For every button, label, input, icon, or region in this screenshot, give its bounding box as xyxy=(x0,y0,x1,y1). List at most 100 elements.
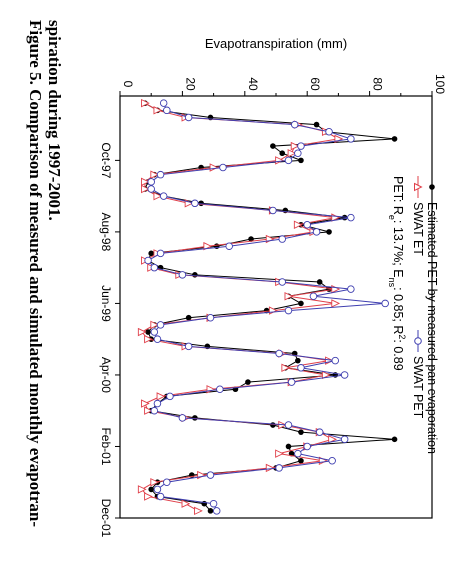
point-swat_et xyxy=(181,499,191,508)
point-swat_pet xyxy=(184,113,193,122)
point-swat_et xyxy=(137,485,147,494)
point-swat_pet xyxy=(209,499,218,508)
point-swat_pet xyxy=(178,414,187,422)
x-tick-label: Aug-98 xyxy=(99,213,113,252)
point-swat_pet xyxy=(216,385,224,394)
point-swat_pet xyxy=(153,399,162,408)
point-swat_pet xyxy=(150,406,159,415)
point-swat_pet xyxy=(325,128,333,136)
point-swat_et xyxy=(328,435,338,444)
point-swat_pet xyxy=(290,120,299,129)
y-tick-label: 100 xyxy=(433,74,447,94)
legend-stats: PET: Re: 13.7%; Ens: 0.85; R2: 0.89 xyxy=(387,176,407,371)
legend-entry-swat_et: SWAT ET xyxy=(411,176,425,256)
point-swat_pet xyxy=(309,292,318,301)
point-swat_pet xyxy=(166,392,174,401)
point-swat_pet xyxy=(284,156,293,165)
y-tick-label: 0 xyxy=(121,81,135,88)
point-swat_pet xyxy=(156,321,165,329)
point-swat_et xyxy=(275,449,284,458)
legend-label: SWAT PET xyxy=(411,356,425,419)
point-pan xyxy=(279,150,286,157)
point-swat_pet xyxy=(219,163,227,172)
series-swat_et xyxy=(137,98,344,516)
point-swat_et xyxy=(194,506,203,516)
series-layer xyxy=(137,98,398,516)
point-swat_et xyxy=(153,191,163,201)
point-swat_et xyxy=(197,470,206,480)
y-axis: 0 20 40 60 80 100 Evapotranspiration (mm) xyxy=(119,36,447,96)
legend-label: Estimated PET by measured pan evaporatio… xyxy=(425,202,439,454)
point-swat_pet xyxy=(347,135,355,143)
x-tick-label: Oct-97 xyxy=(99,142,113,178)
y-tick-label: 20 xyxy=(183,77,197,91)
point-pan xyxy=(145,329,151,335)
caption-line-2: spiration during 1997-2001. xyxy=(45,20,64,221)
point-swat_et xyxy=(156,392,166,401)
legend-label: SWAT ET xyxy=(411,202,425,256)
point-swat_et xyxy=(141,177,150,187)
point-swat_et xyxy=(293,220,303,229)
point-swat_et xyxy=(281,363,291,373)
x-tick-label: Dec-01 xyxy=(99,499,113,538)
point-pan xyxy=(298,157,304,164)
point-swat_pet xyxy=(284,421,293,429)
point-swat_pet xyxy=(153,335,162,343)
series-swat_pet xyxy=(144,99,389,515)
point-swat_et xyxy=(265,463,275,473)
caption-line-1: Figure 5. Comparison of measured and sim… xyxy=(26,20,45,527)
point-swat_pet xyxy=(297,142,305,150)
point-swat_pet xyxy=(147,185,155,193)
x-tick-label: Jun-99 xyxy=(99,285,113,322)
point-pan xyxy=(248,236,254,242)
point-pan xyxy=(298,300,304,307)
point-swat_pet xyxy=(340,371,349,379)
point-swat_pet xyxy=(206,313,215,322)
point-swat_pet xyxy=(381,299,389,308)
point-swat_pet xyxy=(347,285,355,293)
point-pan xyxy=(391,436,398,443)
series-line-swat_et xyxy=(141,102,340,512)
series-line-swat_pet xyxy=(147,102,386,512)
point-swat_pet xyxy=(144,256,152,265)
point-swat_pet xyxy=(212,507,221,515)
figure-caption: Figure 5. Comparison of measured and sim… xyxy=(26,20,64,527)
point-swat_pet xyxy=(225,242,233,250)
point-pan xyxy=(326,229,332,235)
point-swat_et xyxy=(141,98,150,108)
point-pan xyxy=(148,250,154,257)
point-swat_et xyxy=(150,478,160,487)
point-swat_pet xyxy=(275,464,283,472)
point-swat_et xyxy=(137,327,147,337)
legend-entry-swat_pet: SWAT PET xyxy=(411,330,425,419)
point-swat_et xyxy=(150,170,160,179)
point-pan xyxy=(245,379,251,385)
point-swat_pet xyxy=(147,178,155,186)
point-pan xyxy=(391,136,398,142)
point-swat_pet xyxy=(156,249,165,258)
point-swat_pet xyxy=(340,435,349,444)
point-pan xyxy=(207,508,214,514)
series-line-pan xyxy=(144,102,395,512)
point-swat_et xyxy=(275,156,284,165)
point-swat_pet xyxy=(275,349,283,358)
point-swat_pet xyxy=(303,220,311,229)
point-swat_pet xyxy=(312,228,321,236)
point-pan xyxy=(270,422,276,428)
point-swat_et xyxy=(290,141,300,151)
point-swat_pet xyxy=(163,106,171,115)
y-tick-label: 60 xyxy=(308,77,322,91)
point-swat_pet xyxy=(294,449,302,458)
point-swat_et xyxy=(150,320,160,330)
point-swat_et xyxy=(144,406,153,415)
point-swat_pet xyxy=(150,263,159,272)
point-swat_pet xyxy=(159,99,168,107)
point-swat_pet xyxy=(156,170,165,179)
point-pan xyxy=(192,415,198,421)
point-swat_pet xyxy=(150,328,159,336)
point-swat_pet xyxy=(178,271,187,279)
point-pan xyxy=(295,357,301,364)
point-swat_pet xyxy=(153,485,162,494)
